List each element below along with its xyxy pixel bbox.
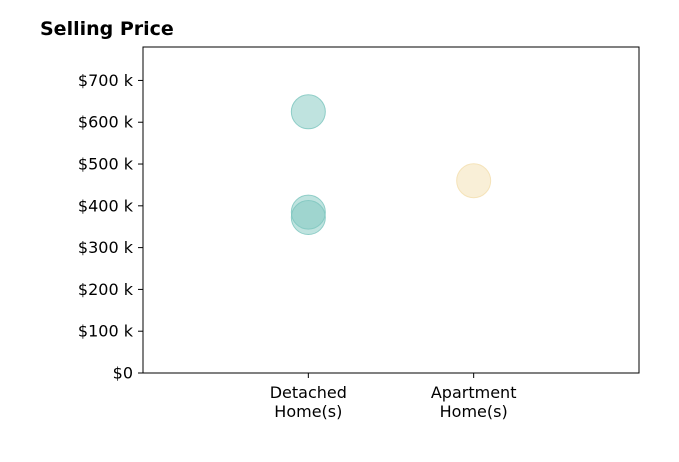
x-axis: Detached Home(s)Apartment Home(s) <box>270 373 517 421</box>
y-tick-label: $400 k <box>78 196 134 215</box>
y-tick-label: $600 k <box>78 113 134 132</box>
data-point <box>290 200 326 236</box>
y-tick-label: $500 k <box>78 155 134 174</box>
y-axis: $0 $100 k $200 k $300 k $400 k $500 k $600 k $7… <box>78 71 143 383</box>
y-tick-label: $300 k <box>78 238 134 257</box>
x-tick-label-line: Home(s) <box>440 402 508 421</box>
y-tick-label: $100 k <box>78 322 134 341</box>
x-tick-label-line: Home(s) <box>274 402 342 421</box>
y-tick-label: $0 <box>113 364 133 383</box>
data-point <box>290 94 326 130</box>
x-tick-label-line: Detached <box>270 383 347 402</box>
y-tick-label: $200 k <box>78 280 134 299</box>
y-tick-label: $700 k <box>78 71 134 90</box>
points-layer <box>290 94 492 236</box>
x-tick-label-line: Apartment <box>431 383 517 402</box>
x-tick-label: Apartment Home(s) <box>431 383 517 421</box>
chart-title: Selling Price <box>40 18 174 40</box>
plot-area <box>142 46 640 374</box>
x-tick-label: Detached Home(s) <box>270 383 347 421</box>
data-point <box>456 163 492 199</box>
